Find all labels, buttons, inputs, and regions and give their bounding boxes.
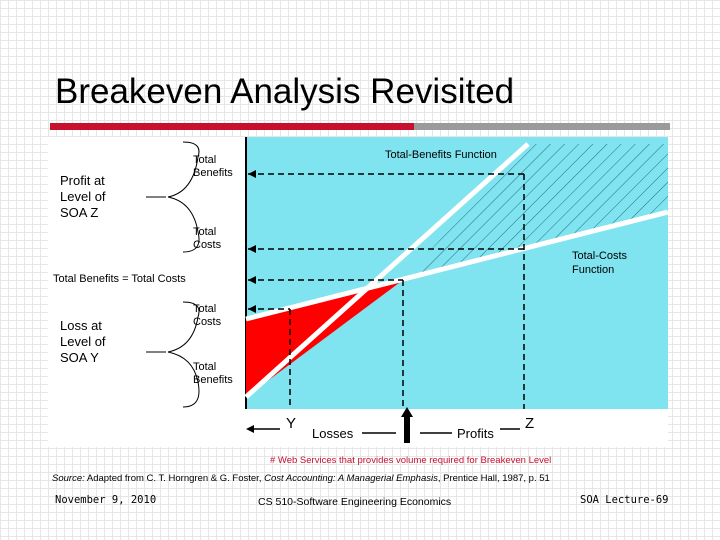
loss-label-soa: SOA Y (60, 350, 99, 365)
source-book: Cost Accounting: A Managerial Emphasis (264, 473, 438, 484)
source-tail: , Prentice Hall, 1987, p. 51 (437, 473, 550, 484)
z-marker-label: Z (525, 415, 534, 432)
source-text: Adapted from C. T. Horngren & G. Foster, (84, 473, 265, 484)
source-label: Source: (52, 473, 85, 484)
profit-region (403, 144, 668, 280)
bottom-arrowheads (246, 407, 413, 443)
footnote: # Web Services that provides volume requ… (270, 455, 552, 466)
total-costs-label-top-2: Costs (193, 239, 222, 251)
bracket-marks (146, 141, 200, 408)
guide-arrowheads (248, 170, 256, 313)
profit-label-level: Level of (60, 189, 106, 204)
total-benefits-label-top-2: Benefits (193, 167, 233, 179)
total-benefits-label-bottom: Total (193, 361, 216, 373)
title-underline-red (50, 123, 414, 130)
bottom-arrows (250, 428, 520, 434)
total-costs-line (245, 209, 669, 322)
y-marker-label: Y (286, 415, 296, 432)
benefits-function-label: Total-Benefits Function (385, 149, 497, 161)
total-costs-label-bottom-2: Costs (193, 316, 222, 328)
profit-label: Profit at (60, 173, 105, 188)
total-costs-label-bottom: Total (193, 303, 216, 315)
losses-label: Losses (312, 426, 354, 441)
slide-title: Breakeven Analysis Revisited (55, 72, 515, 111)
profits-label: Profits (457, 426, 494, 441)
guide-lines (248, 173, 525, 409)
title-underline-gray (414, 123, 670, 130)
footer-date: November 9, 2010 (55, 494, 157, 506)
profit-label-soa: SOA Z (60, 205, 98, 220)
total-benefits-label-top: Total (193, 154, 216, 166)
loss-label: Loss at (60, 318, 102, 333)
total-benefits-line (244, 142, 530, 399)
costs-function-label-2: Function (572, 264, 614, 276)
breakeven-diagram: Profit at Level of SOA Z Loss at Level o… (53, 137, 669, 443)
total-costs-label-top: Total (193, 226, 216, 238)
breakeven-label: Total Benefits = Total Costs (53, 273, 186, 285)
total-benefits-label-bottom-2: Benefits (193, 374, 233, 386)
footer-lecture: SOA Lecture-69 (580, 494, 669, 506)
loss-label-level: Level of (60, 334, 106, 349)
footer-course: CS 510-Software Engineering Economics (258, 496, 452, 508)
source-citation: Source: Adapted from C. T. Horngren & G.… (52, 473, 550, 484)
breakeven-figure: Profit at Level of SOA Z Loss at Level o… (48, 137, 669, 447)
costs-function-label: Total-Costs (572, 250, 628, 262)
